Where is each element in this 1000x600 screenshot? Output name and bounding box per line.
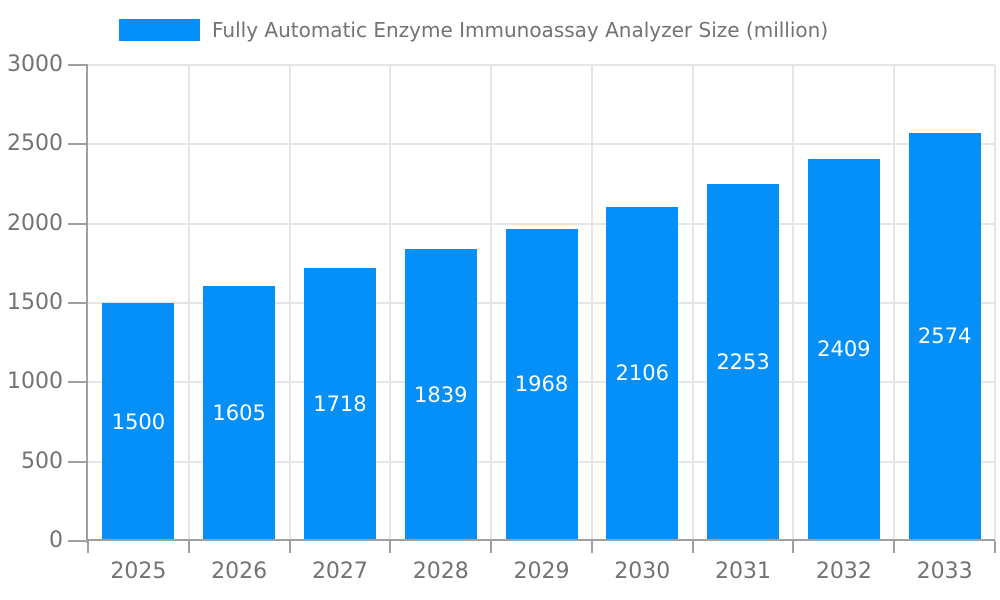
y-tick-label: 1500	[7, 290, 63, 315]
bar-2033[interactable]: 2574	[908, 132, 981, 541]
bar-2030[interactable]: 2106	[606, 206, 679, 541]
bar-value-label: 2409	[817, 337, 871, 362]
y-tick-label: 2000	[7, 210, 63, 236]
v-gridline	[590, 65, 593, 541]
x-tick-label: 2032	[815, 559, 872, 584]
legend-swatch-icon	[119, 19, 200, 41]
h-gridline	[88, 143, 995, 146]
legend-label: Fully Automatic Enzyme Immunoassay Analy…	[212, 18, 829, 42]
h-gridline	[88, 222, 995, 225]
v-gridline	[389, 65, 392, 541]
y-tick-label: 2500	[7, 131, 63, 157]
bar-value-label: 1605	[212, 401, 266, 426]
x-tick-label: 2027	[311, 559, 368, 584]
x-tick	[994, 541, 996, 553]
x-tick	[893, 541, 896, 553]
y-axis-line	[86, 65, 88, 543]
y-tick	[68, 460, 88, 463]
y-tick-label: 0	[49, 528, 63, 553]
y-tick	[68, 222, 88, 225]
x-tick	[389, 541, 392, 553]
x-tick	[590, 541, 593, 553]
x-tick	[792, 541, 795, 553]
v-gridline	[288, 65, 291, 541]
x-tick-label: 2025	[110, 559, 167, 584]
h-gridline	[88, 64, 995, 66]
x-tick-label: 2029	[513, 559, 570, 584]
bar-value-label: 2253	[716, 349, 770, 374]
y-tick	[68, 381, 88, 384]
x-tick-label: 2028	[412, 559, 469, 584]
bar-value-label: 1839	[413, 382, 468, 407]
v-gridline	[490, 65, 493, 541]
bar-2029[interactable]: 1968	[505, 228, 578, 541]
v-gridline	[792, 65, 795, 541]
x-axis-line	[86, 539, 995, 541]
y-tick	[68, 540, 88, 542]
x-tick	[187, 541, 190, 553]
y-tick-label: 500	[21, 448, 63, 474]
x-tick-label: 2026	[211, 559, 268, 584]
bar-value-label: 1968	[514, 372, 569, 397]
v-gridline	[994, 65, 996, 541]
x-tick-label: 2033	[916, 559, 973, 584]
bar-value-label: 1718	[313, 392, 367, 417]
bar-value-label: 1500	[111, 409, 166, 434]
y-tick	[68, 302, 88, 304]
bar-2025[interactable]: 1500	[102, 303, 175, 541]
bar-2027[interactable]: 1718	[303, 268, 376, 541]
y-tick-label: 1000	[7, 369, 63, 395]
bar-2031[interactable]: 2253	[707, 183, 780, 541]
bar-value-label: 2106	[615, 361, 669, 386]
y-tick-label: 3000	[7, 52, 63, 77]
v-gridline	[691, 65, 694, 541]
plot-area: 1500 1605 1718 1839 1968 2106 2253 2409 2574	[88, 64, 996, 541]
bar-2032[interactable]: 2409	[807, 158, 880, 541]
v-gridline	[187, 65, 190, 541]
x-tick	[288, 541, 291, 553]
x-tick	[691, 541, 694, 553]
y-tick	[68, 64, 88, 66]
y-tick	[68, 143, 88, 146]
legend-item[interactable]: Fully Automatic Enzyme Immunoassay Analy…	[119, 18, 828, 42]
x-tick-label: 2031	[715, 559, 772, 584]
x-tick-label: 2030	[614, 559, 671, 584]
x-tick	[490, 541, 493, 553]
bar-2028[interactable]: 1839	[404, 249, 477, 541]
bar-value-label: 2574	[917, 324, 972, 349]
bar-2026[interactable]: 1605	[203, 286, 276, 541]
v-gridline	[893, 65, 896, 541]
x-tick	[87, 541, 89, 553]
